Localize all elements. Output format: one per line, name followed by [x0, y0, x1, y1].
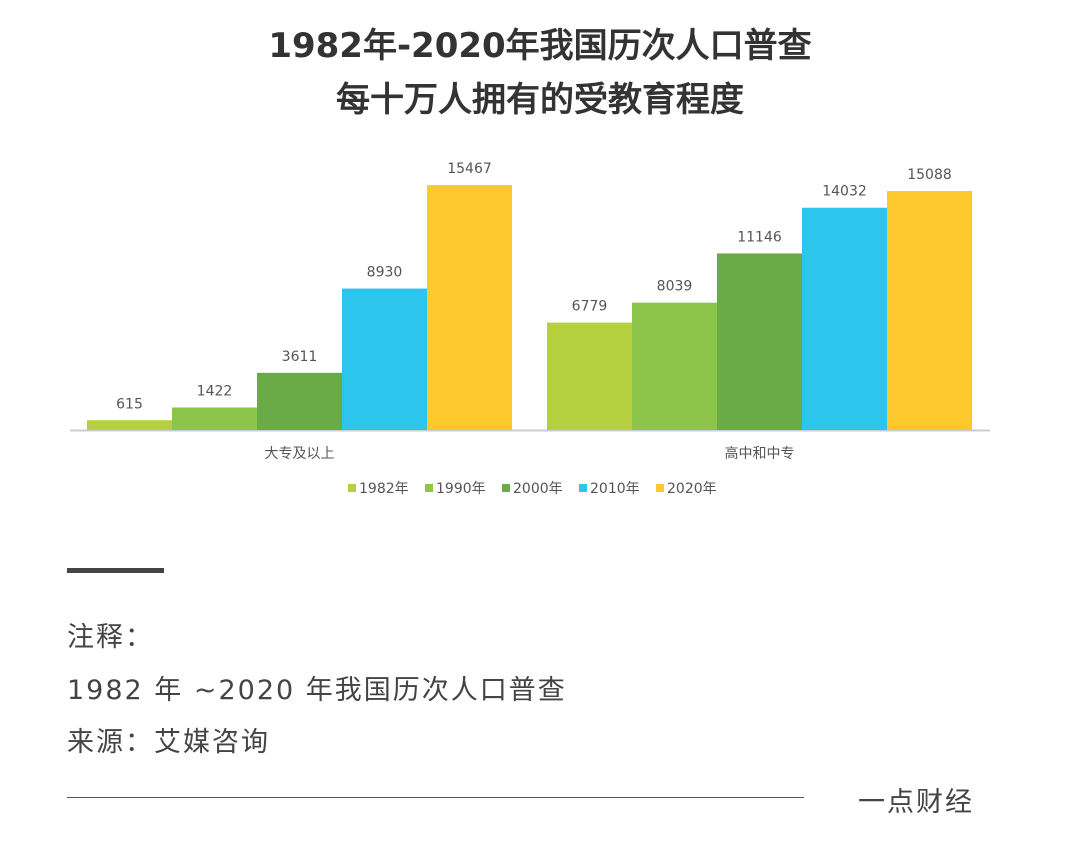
bar — [632, 302, 717, 430]
data-label: 15467 — [447, 161, 492, 177]
divider — [67, 568, 164, 573]
note-source: 来源：艾媒咨询 — [67, 727, 270, 758]
bar — [717, 253, 802, 430]
note-label: 注释： — [67, 622, 154, 653]
category-label: 大专及以上 — [265, 446, 335, 462]
bar — [427, 185, 512, 430]
legend-swatch — [579, 484, 587, 492]
legend-swatch — [425, 484, 433, 492]
data-label: 14032 — [822, 184, 867, 200]
legend-swatch — [502, 484, 510, 492]
bar — [887, 191, 972, 430]
data-label: 3611 — [282, 349, 318, 365]
data-label: 11146 — [737, 229, 782, 245]
data-label: 8930 — [367, 265, 403, 281]
bar — [257, 372, 342, 430]
bar — [342, 288, 427, 430]
data-label: 1422 — [197, 383, 233, 399]
data-label: 15088 — [907, 167, 952, 183]
note-line1: 1982 年 ~2020 年我国历次人口普查 — [67, 675, 567, 706]
bar-chart: 615 1422 3611 8930 15467 大专及以上 6779 8039 11146 14… — [70, 161, 990, 497]
chart-subtitle: 每十万人拥有的受教育程度 — [336, 80, 744, 120]
legend-label: 2010年 — [590, 481, 640, 497]
legend-label: 2020年 — [667, 481, 717, 497]
legend-swatch — [348, 484, 356, 492]
bar — [547, 322, 632, 430]
bar — [87, 420, 172, 430]
legend-label: 1982年 — [359, 481, 409, 497]
bar — [802, 207, 887, 430]
brand: 一点财经 — [858, 787, 974, 818]
data-label: 8039 — [657, 279, 693, 295]
bar — [172, 407, 257, 430]
legend-label: 1990年 — [436, 481, 486, 497]
data-label: 615 — [116, 396, 143, 412]
legend-label: 2000年 — [513, 481, 563, 497]
legend-swatch — [656, 484, 664, 492]
chart-title: 1982年-2020年我国历次人口普查 — [268, 26, 812, 66]
footer-rule — [67, 797, 804, 798]
data-label: 6779 — [572, 299, 608, 315]
category-label: 高中和中专 — [725, 445, 795, 462]
